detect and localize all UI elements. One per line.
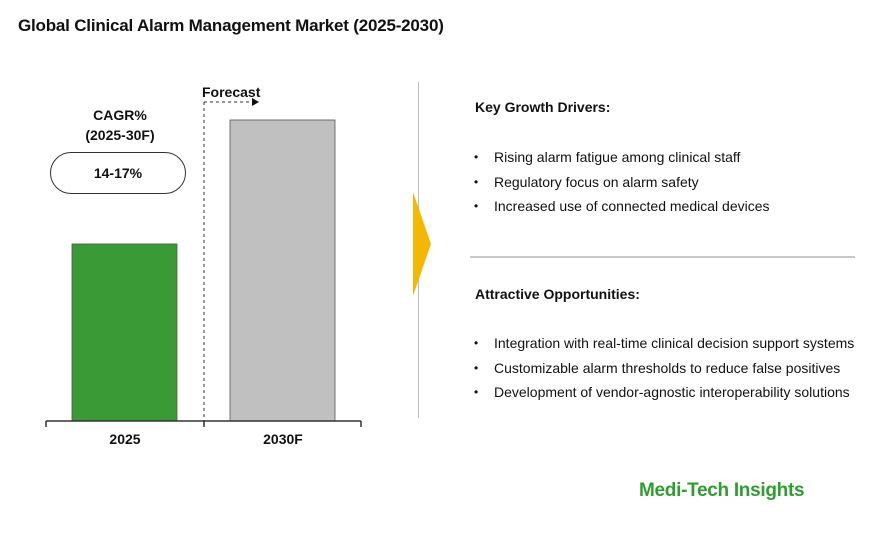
- chart-title: Global Clinical Alarm Management Market …: [18, 16, 444, 35]
- cagr-value-pill: 14-17%: [50, 152, 186, 194]
- bar-2025: [71, 243, 178, 422]
- drivers-list: Rising alarm fatigue among clinical staf…: [474, 145, 770, 219]
- forecast-label: Forecast: [202, 84, 261, 100]
- list-item: Increased use of connected medical devic…: [474, 194, 770, 219]
- arrow-chevron-icon: [413, 192, 431, 296]
- brand-logo-text: Medi-Tech Insights: [639, 480, 805, 501]
- horizontal-divider: [470, 256, 855, 258]
- x-tick-label-2025: 2025: [109, 431, 141, 447]
- cagr-label: CAGR% (2025-30F): [62, 105, 178, 145]
- opportunities-list: Integration with real-time clinical deci…: [474, 331, 854, 405]
- list-item: Regulatory focus on alarm safety: [474, 170, 770, 195]
- x-tick-label-2030f: 2030F: [263, 431, 303, 447]
- forecast-arrow-head: [252, 98, 259, 106]
- list-item: Customizable alarm thresholds to reduce …: [474, 356, 854, 381]
- cagr-label-line2: (2025-30F): [85, 127, 155, 143]
- bar-2030f: [229, 119, 336, 422]
- cagr-label-line1: CAGR%: [93, 107, 147, 123]
- bar-chart: [45, 98, 362, 427]
- drivers-title: Key Growth Drivers:: [475, 99, 611, 115]
- list-item: Rising alarm fatigue among clinical staf…: [474, 145, 770, 170]
- opportunities-title: Attractive Opportunities:: [475, 286, 640, 302]
- list-item: Development of vendor-agnostic interoper…: [474, 380, 854, 405]
- list-item: Integration with real-time clinical deci…: [474, 331, 854, 356]
